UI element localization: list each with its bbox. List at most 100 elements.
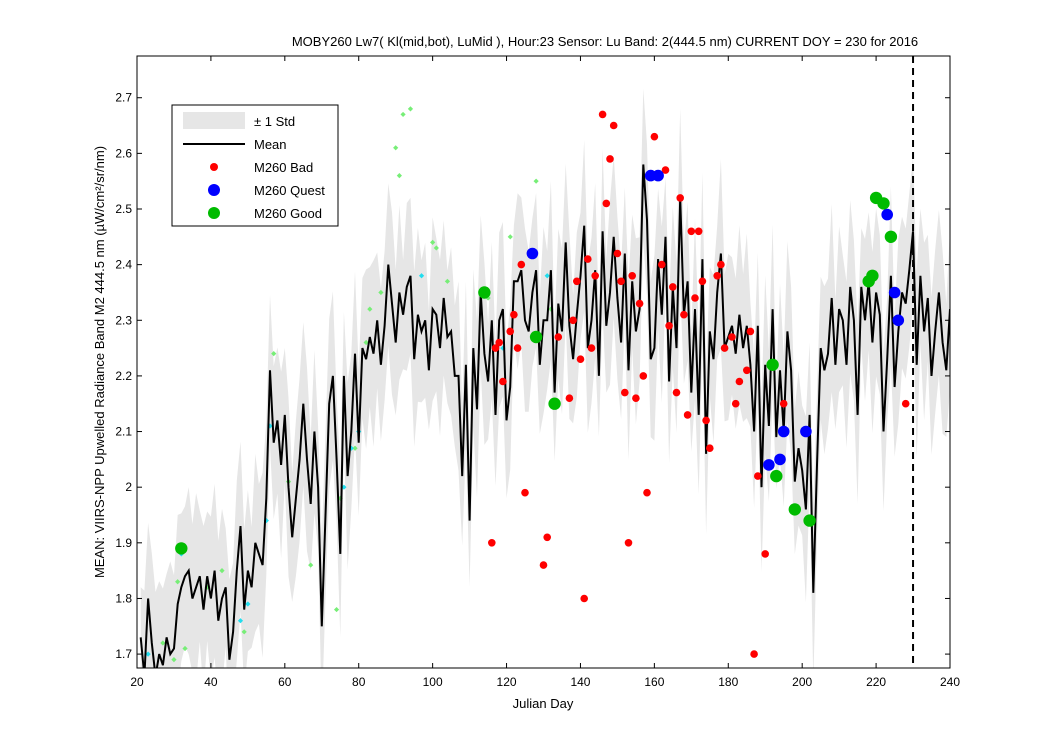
bad-point [901, 399, 910, 408]
std-band [140, 88, 950, 668]
historical-point-green [444, 278, 451, 284]
bad-point [617, 277, 625, 286]
historical-point-green [333, 606, 340, 613]
historical-point-green [507, 234, 513, 240]
bad-point [650, 132, 659, 141]
chart-title: MOBY260 Lw7( Kl(mid,bot), LuMid ), Hour:… [292, 34, 918, 49]
y-tick-label: 2.6 [115, 146, 132, 160]
historical-point-green [396, 173, 402, 179]
legend-good-swatch [208, 207, 220, 219]
historical-point-green [175, 579, 181, 585]
bad-point [713, 272, 721, 280]
quest-point [652, 169, 664, 182]
y-tick-label: 2 [125, 480, 132, 494]
bad-point [779, 399, 788, 408]
bad-point [672, 388, 681, 397]
bad-point [521, 488, 529, 497]
legend-quest-label: M260 Quest [254, 183, 325, 198]
y-axis-label: MEAN: VIIRS-NPP Upwelled Radiance Band M… [92, 146, 107, 578]
historical-point-cyan [544, 273, 550, 279]
x-tick-label: 140 [570, 675, 590, 689]
bad-point [598, 110, 607, 119]
bad-point [554, 333, 563, 341]
bad-point [702, 416, 710, 425]
quest-point [881, 208, 893, 221]
bad-point [517, 260, 526, 269]
bad-point [606, 155, 614, 163]
historical-point-cyan [245, 601, 251, 607]
historical-point-cyan [145, 651, 151, 657]
x-tick-label: 80 [352, 675, 366, 689]
bad-point [754, 472, 762, 480]
mean-line [139, 164, 950, 668]
x-tick-label: 40 [204, 675, 218, 689]
x-tick-label: 100 [423, 675, 443, 689]
bad-point [543, 533, 551, 542]
quest-point [888, 286, 901, 299]
legend: ± 1 Std Mean M260 Bad M260 Quest M260 Go… [171, 104, 339, 227]
historical-point-green [160, 640, 166, 646]
legend-bad-label: M260 Bad [254, 160, 313, 175]
bad-point [743, 366, 751, 375]
quest-points [526, 169, 905, 471]
good-point [478, 286, 491, 299]
good-point [866, 269, 879, 282]
historical-point-cyan [418, 273, 425, 279]
historical-point-green [182, 645, 188, 652]
plot-frame [136, 55, 951, 669]
x-tick-label: 240 [940, 675, 960, 689]
bad-point [602, 199, 611, 208]
y-tick-label: 2.3 [115, 313, 132, 327]
bad-point [706, 444, 714, 453]
historical-point-green [352, 445, 358, 451]
bad-point [628, 272, 636, 280]
historical-point-green [400, 111, 406, 118]
bad-point [643, 488, 651, 497]
bad-point [750, 650, 758, 658]
quest-point [777, 425, 790, 438]
bad-point [639, 372, 648, 380]
bad-point [665, 322, 673, 330]
y-tick-label: 1.7 [115, 647, 132, 661]
bad-point [621, 388, 629, 397]
legend-std-swatch [183, 112, 245, 129]
bad-point [661, 166, 670, 174]
quest-point [763, 459, 775, 471]
good-point [770, 469, 783, 483]
bad-point [676, 194, 684, 202]
historical-point-green [241, 629, 247, 635]
good-points [175, 191, 898, 555]
good-point [884, 230, 898, 243]
bad-point [680, 310, 688, 319]
historical-point-green [367, 306, 373, 312]
bad-point [624, 539, 633, 547]
bad-point [613, 249, 622, 258]
legend-bad-swatch [210, 163, 218, 171]
bad-point [491, 344, 500, 352]
y-tick-label: 1.9 [115, 536, 132, 550]
x-tick-label: 200 [792, 675, 812, 689]
historical-point-green [271, 351, 277, 357]
quest-point [892, 314, 905, 327]
y-tick-label: 2.7 [115, 91, 132, 105]
bad-point [499, 377, 507, 386]
y-tick-label: 2.1 [115, 425, 132, 439]
x-tick-label: 120 [497, 675, 517, 689]
good-point [877, 197, 890, 210]
legend-quest-swatch [208, 184, 220, 196]
historical-point-green [430, 239, 436, 245]
legend-good-label: M260 Good [254, 206, 322, 221]
quest-point [774, 453, 786, 466]
good-point [803, 514, 816, 527]
bad-point [635, 299, 644, 308]
good-point [788, 503, 801, 516]
bad-point [576, 355, 585, 364]
legend-mean-label: Mean [254, 137, 287, 152]
x-tick-label: 220 [866, 675, 886, 689]
x-tick-label: 60 [278, 675, 292, 689]
quest-point [526, 247, 539, 260]
historical-point-green [219, 568, 225, 574]
bad-point [669, 283, 677, 291]
bad-point [717, 260, 725, 269]
